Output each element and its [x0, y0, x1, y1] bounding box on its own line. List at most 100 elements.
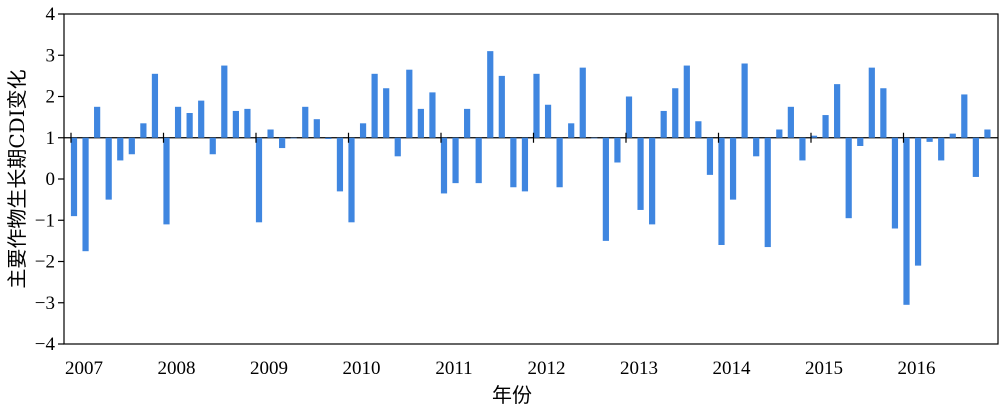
bar: [163, 137, 170, 225]
bar: [325, 137, 332, 139]
bar: [475, 137, 482, 184]
bar: [926, 137, 933, 142]
x-axis-title: 年份: [492, 383, 532, 407]
bar: [660, 110, 667, 138]
bar: [267, 129, 274, 138]
bar: [544, 104, 552, 138]
bar: [857, 137, 864, 146]
bar: [244, 108, 251, 138]
bar: [625, 96, 633, 138]
bar: [591, 137, 598, 139]
y-axis: −4 −3 −2 −1 0 1 2 3 4: [35, 4, 64, 355]
bar: [359, 123, 367, 138]
bar: [834, 84, 841, 138]
bar: [232, 110, 239, 138]
y-tick-label: 2: [46, 87, 56, 108]
x-tick-label: 2014: [713, 358, 752, 379]
bar: [695, 121, 702, 138]
bar-series: [70, 51, 991, 305]
bar: [683, 65, 690, 138]
bar: [440, 137, 448, 194]
bar: [822, 115, 829, 138]
bar: [602, 137, 609, 241]
bar: [186, 113, 193, 138]
y-axis-title: 主要作物生长期CDI变化: [5, 69, 29, 288]
bar: [984, 129, 991, 138]
x-tick-label: 2008: [158, 358, 196, 379]
bar: [729, 137, 737, 200]
y-tick-label: 1: [46, 128, 56, 149]
y-tick-label: 0: [46, 169, 56, 190]
bar: [799, 137, 806, 161]
bar: [394, 137, 401, 157]
bar: [174, 106, 182, 138]
y-tick-label: −1: [35, 210, 55, 231]
bar: [105, 137, 112, 200]
y-tick-label: −3: [35, 293, 55, 314]
bar: [556, 137, 563, 188]
bar: [568, 123, 575, 138]
bar: [880, 88, 887, 138]
y-tick-label: −2: [35, 252, 55, 273]
bar: [464, 108, 471, 138]
bar: [198, 100, 205, 138]
bar: [498, 75, 505, 138]
x-tick-label: 2009: [250, 358, 288, 379]
bar: [348, 137, 355, 223]
bar: [279, 137, 286, 149]
bar: [82, 137, 89, 252]
bar: [290, 137, 297, 139]
y-tick-label: 4: [46, 4, 56, 25]
bar: [313, 119, 320, 138]
bar: [128, 137, 135, 155]
y-tick-label: −4: [35, 334, 56, 355]
bar: [672, 88, 679, 138]
bar: [903, 137, 910, 305]
bar: [914, 137, 922, 266]
bar: [776, 129, 783, 138]
x-tick-label: 2011: [435, 358, 472, 379]
bar: [151, 73, 159, 138]
bar: [510, 137, 517, 188]
bar: [417, 108, 424, 138]
x-tick-label: 2012: [528, 358, 566, 379]
bar: [614, 137, 621, 163]
x-tick-label: 2013: [620, 358, 658, 379]
bar: [140, 123, 147, 138]
bar: [972, 137, 979, 177]
bar: [255, 137, 263, 223]
bar: [383, 88, 390, 138]
bar: [221, 65, 228, 138]
bar: [787, 106, 794, 138]
bar: [429, 92, 436, 138]
y-tick-label: 3: [46, 45, 56, 66]
x-tick-label: 2016: [898, 358, 936, 379]
bar: [70, 137, 78, 217]
bar: [637, 137, 644, 210]
bar: [209, 137, 216, 155]
bar: [706, 137, 714, 175]
bar: [336, 137, 344, 192]
bar: [949, 133, 956, 138]
bar: [718, 137, 725, 245]
plot-frame: [63, 13, 999, 345]
bar: [302, 106, 309, 138]
bar: [810, 135, 818, 138]
bar: [452, 137, 459, 184]
x-tick-label: 2015: [805, 358, 843, 379]
bar: [94, 106, 101, 138]
bar: [891, 137, 899, 229]
x-axis: 2007 2008 2009 2010 2011 2012 2013 2014 2015 2016: [65, 132, 936, 379]
bar: [533, 73, 540, 138]
bar: [406, 69, 413, 138]
bar: [117, 137, 124, 161]
bar: [845, 137, 852, 219]
bar: [868, 67, 875, 138]
bar: [938, 137, 945, 161]
bar: [764, 137, 771, 248]
bar: [487, 51, 494, 138]
x-tick-label: 2007: [65, 358, 103, 379]
bar: [753, 137, 760, 157]
bar: [371, 73, 378, 138]
